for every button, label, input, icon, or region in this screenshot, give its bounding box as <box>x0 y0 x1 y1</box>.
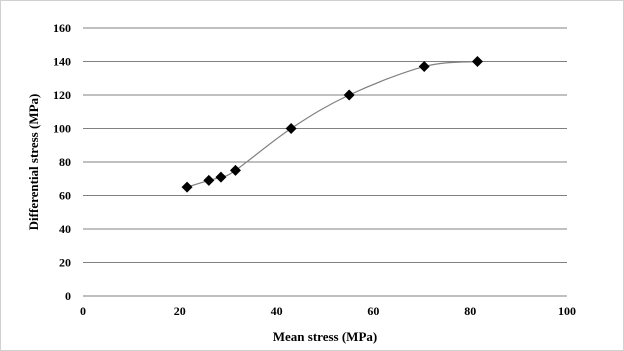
data-point-4 <box>229 164 241 176</box>
x-tick-label: 100 <box>558 304 576 318</box>
y-tick-label: 60 <box>59 189 71 203</box>
data-point-8 <box>471 56 483 67</box>
data-point-5 <box>285 123 297 134</box>
data-point-7 <box>418 61 430 73</box>
data-point-1 <box>181 181 193 193</box>
y-tick-label: 160 <box>53 21 71 35</box>
y-axis-title: Differential stress (MPa) <box>26 94 41 231</box>
x-tick-label: 40 <box>271 304 283 318</box>
y-tick-label: 0 <box>65 289 71 303</box>
y-tick-labels: 0 20 40 60 80 100 120 140 160 <box>53 21 71 303</box>
data-point-3 <box>215 171 227 183</box>
x-tick-label: 20 <box>174 304 186 318</box>
y-tick-label: 100 <box>53 122 71 136</box>
y-tick-label: 40 <box>59 222 71 236</box>
data-point-2 <box>203 174 215 186</box>
y-tick-label: 120 <box>53 88 71 102</box>
data-point-6 <box>343 89 355 101</box>
grid-lines <box>83 27 567 263</box>
y-tick-label: 80 <box>59 155 71 169</box>
x-tick-label: 60 <box>367 304 379 318</box>
x-tick-label: 0 <box>80 304 86 318</box>
x-axis-title: Mean stress (MPa) <box>273 329 377 344</box>
data-points <box>181 56 483 193</box>
x-tick-label: 80 <box>464 304 476 318</box>
y-tick-label: 20 <box>59 256 71 270</box>
smooth-trend-line <box>186 60 478 188</box>
x-tick-labels: 0 20 40 60 80 100 <box>80 304 576 318</box>
y-tick-label: 140 <box>53 55 71 69</box>
